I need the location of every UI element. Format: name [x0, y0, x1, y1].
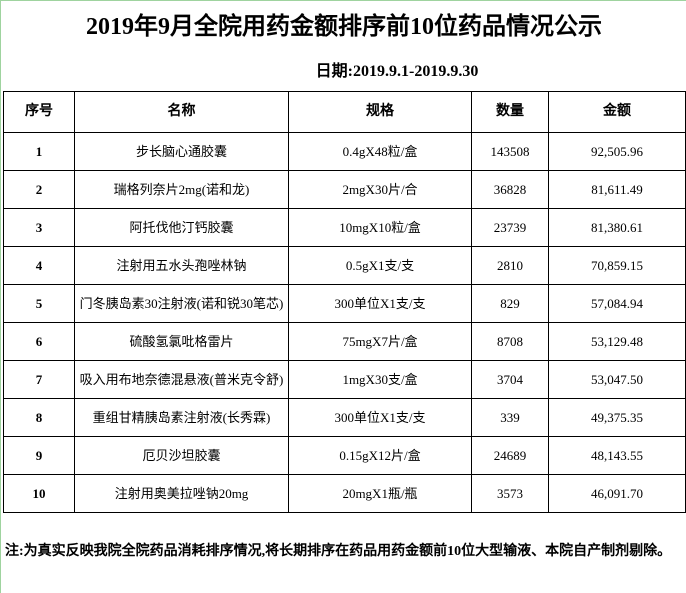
table-cell: 300单位X1支/支 [288, 398, 472, 437]
table-cell: 300单位X1支/支 [288, 284, 472, 323]
table-row: 3 阿托伐他汀钙胶囊 10mgX10粒/盒 23739 81,380.61 [3, 208, 686, 247]
table-body: 1 步长脑心通胶囊 0.4gX48粒/盒 143508 92,505.96 2 瑞格列奈片2… [3, 132, 686, 513]
table-cell: 75mgX7片/盒 [288, 322, 472, 361]
table-cell: 注射用五水头孢唑林钠 [74, 246, 289, 285]
table-cell: 57,084.94 [548, 284, 686, 323]
table-cell: 4 [3, 246, 75, 285]
table-cell: 10 [3, 474, 75, 513]
table-row: 4 注射用五水头孢唑林钠 0.5gX1支/支 2810 70,859.15 [3, 246, 686, 285]
table-cell: 48,143.55 [548, 436, 686, 475]
table-cell: 2mgX30片/合 [288, 170, 472, 209]
table-row: 2 瑞格列奈片2mg(诺和龙) 2mgX30片/合 36828 81,611.49 [3, 170, 686, 209]
table-cell: 10mgX10粒/盒 [288, 208, 472, 247]
table-cell: 24689 [471, 436, 549, 475]
table-cell: 3573 [471, 474, 549, 513]
table-cell: 0.5gX1支/支 [288, 246, 472, 285]
table-cell: 步长脑心通胶囊 [74, 132, 289, 171]
table-cell: 8708 [471, 322, 549, 361]
table-cell: 36828 [471, 170, 549, 209]
table-cell: 1mgX30支/盒 [288, 360, 472, 399]
table-cell: 5 [3, 284, 75, 323]
table-cell: 0.15gX12片/盒 [288, 436, 472, 475]
table-cell: 重组甘精胰岛素注射液(长秀霖) [74, 398, 289, 437]
table-cell: 339 [471, 398, 549, 437]
table-cell: 厄贝沙坦胶囊 [74, 436, 289, 475]
table-cell: 3 [3, 208, 75, 247]
footnote: 注:为真实反映我院全院药品消耗排序情况,将长期排序在药品用药金额前10位大型输液… [5, 544, 672, 559]
table-cell: 7 [3, 360, 75, 399]
table-cell: 20mgX1瓶/瓶 [288, 474, 472, 513]
table-row: 6 硫酸氢氯吡格雷片 75mgX7片/盒 8708 53,129.48 [3, 322, 686, 361]
table-cell: 70,859.15 [548, 246, 686, 285]
table-cell: 49,375.35 [548, 398, 686, 437]
table-row: 1 步长脑心通胶囊 0.4gX48粒/盒 143508 92,505.96 [3, 132, 686, 171]
table-cell: 硫酸氢氯吡格雷片 [74, 322, 289, 361]
table-cell: 46,091.70 [548, 474, 686, 513]
table-row: 8 重组甘精胰岛素注射液(长秀霖) 300单位X1支/支 339 49,375.35 [3, 398, 686, 437]
drug-table: 序号 名称 规格 数量 金额 1 步长脑心通胶囊 0.4gX48粒/盒 143508 92,50… [3, 91, 686, 513]
table-cell: 注射用奥美拉唑钠20mg [74, 474, 289, 513]
column-header: 序号 [3, 91, 75, 133]
table-cell: 2810 [471, 246, 549, 285]
table-cell: 瑞格列奈片2mg(诺和龙) [74, 170, 289, 209]
table-cell: 829 [471, 284, 549, 323]
table-row: 10 注射用奥美拉唑钠20mg 20mgX1瓶/瓶 3573 46,091.70 [3, 474, 686, 513]
column-header: 数量 [471, 91, 549, 133]
table-cell: 53,129.48 [548, 322, 686, 361]
title: 2019年9月全院用药金额排序前10位药品情况公示 [86, 14, 602, 40]
table-cell: 6 [3, 322, 75, 361]
table-cell: 门冬胰岛素30注射液(诺和锐30笔芯) [74, 284, 289, 323]
table-cell: 143508 [471, 132, 549, 171]
header-row: 序号 名称 规格 数量 金额 [3, 91, 686, 133]
table-row: 9 厄贝沙坦胶囊 0.15gX12片/盒 24689 48,143.55 [3, 436, 686, 475]
table-cell: 81,611.49 [548, 170, 686, 209]
table-cell: 2 [3, 170, 75, 209]
column-header: 规格 [288, 91, 472, 133]
table-cell: 23739 [471, 208, 549, 247]
table-cell: 8 [3, 398, 75, 437]
table-cell: 0.4gX48粒/盒 [288, 132, 472, 171]
table-cell: 1 [3, 132, 75, 171]
table-row: 7 吸入用布地奈德混悬液(普米克令舒) 1mgX30支/盒 3704 53,047.50 [3, 360, 686, 399]
table-cell: 53,047.50 [548, 360, 686, 399]
table-cell: 吸入用布地奈德混悬液(普米克令舒) [74, 360, 289, 399]
column-header: 名称 [74, 91, 289, 133]
date-range: 日期:2019.9.1-2019.9.30 [315, 63, 479, 80]
column-header: 金额 [548, 91, 686, 133]
table-cell: 阿托伐他汀钙胶囊 [74, 208, 289, 247]
table-cell: 81,380.61 [548, 208, 686, 247]
table-cell: 3704 [471, 360, 549, 399]
table-cell: 9 [3, 436, 75, 475]
table-row: 5 门冬胰岛素30注射液(诺和锐30笔芯) 300单位X1支/支 829 57,084.… [3, 284, 686, 323]
table-cell: 92,505.96 [548, 132, 686, 171]
